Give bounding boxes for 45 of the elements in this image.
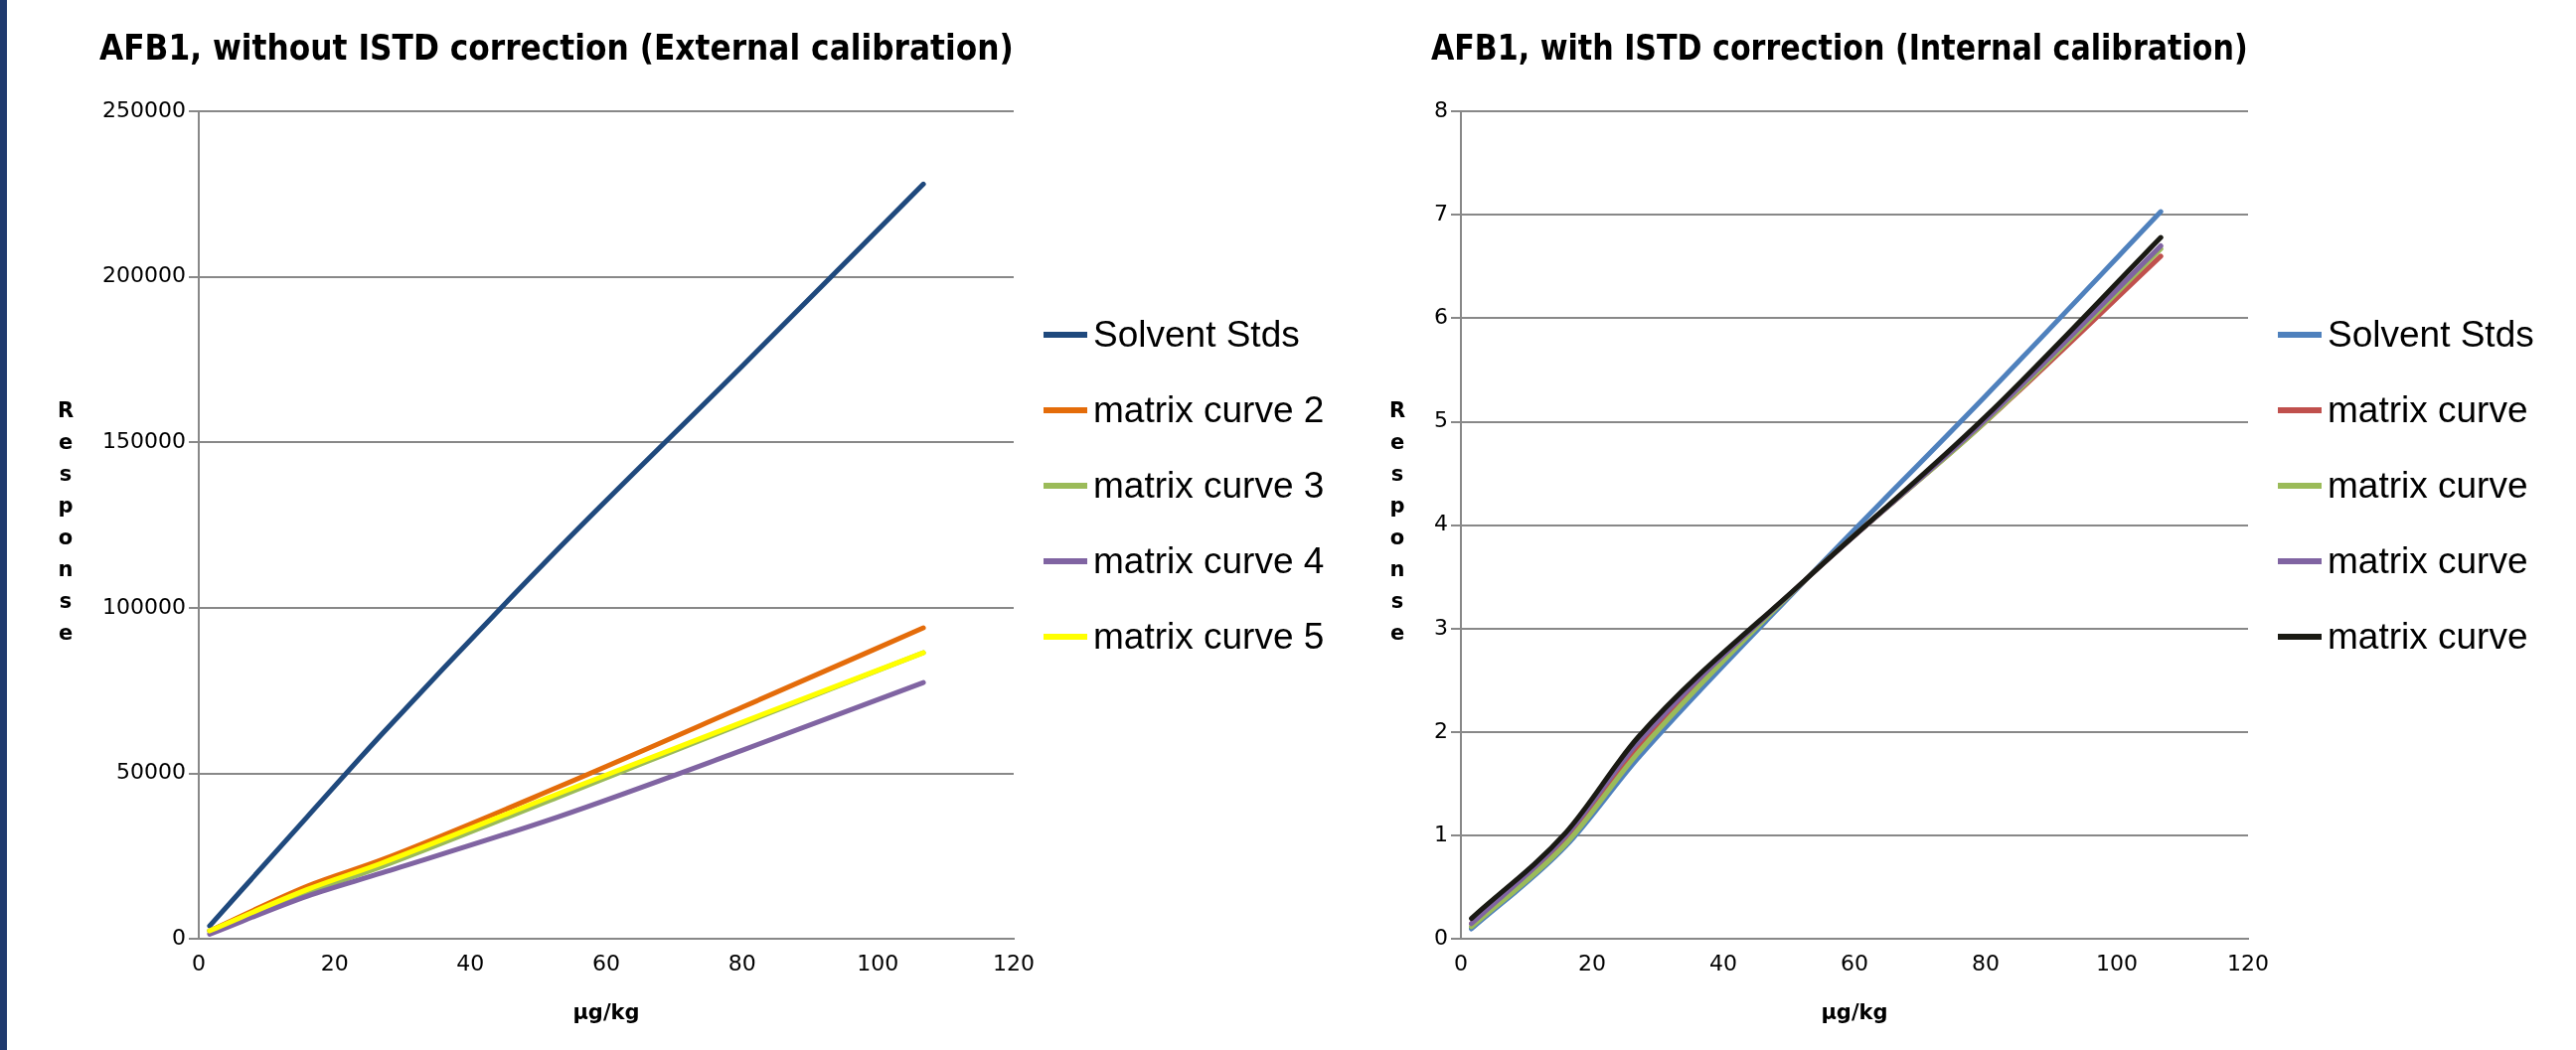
- x-tick-label: 120: [993, 951, 1035, 976]
- x-tick-label: 80: [1972, 951, 2000, 976]
- x-tick-label: 60: [1841, 951, 1868, 976]
- y-tick-label: 150000: [102, 428, 186, 454]
- x-axis-title: µg/kg: [572, 999, 640, 1024]
- legend-label: matrix curve: [2328, 464, 2528, 507]
- legend-label: matrix curve 3: [1093, 464, 1325, 507]
- y-tick-label: 200000: [102, 262, 186, 288]
- chart-title: AFB1, without ISTD correction (External calibration): [99, 27, 1014, 69]
- x-tick-label: 100: [857, 951, 899, 976]
- y-axis-title: Response: [1385, 397, 1409, 653]
- legend-label: matrix curve: [2328, 388, 2528, 431]
- x-tick-label: 40: [1709, 951, 1737, 976]
- legend-label: matrix curve 5: [1093, 615, 1325, 658]
- y-tick-label: 4: [1434, 511, 1448, 536]
- legend-label: matrix curve 4: [1093, 539, 1325, 582]
- y-tick-label: 50000: [115, 759, 186, 785]
- y-tick-label: 8: [1434, 96, 1448, 122]
- y-tick-label: 3: [1434, 614, 1448, 640]
- x-tick-label: 20: [1578, 951, 1606, 976]
- legend-label: Solvent Stds: [1093, 313, 1300, 356]
- y-tick-label: 0: [1434, 925, 1448, 951]
- chart-title: AFB1, with ISTD correction (Internal calibration): [1431, 27, 2248, 69]
- x-tick-label: 100: [2096, 951, 2138, 976]
- legend-label: matrix curve: [2328, 615, 2528, 658]
- x-axis-title: µg/kg: [1821, 999, 1888, 1024]
- x-tick-label: 20: [320, 951, 349, 976]
- x-tick-label: 0: [1454, 951, 1468, 976]
- y-tick-label: 100000: [102, 593, 186, 619]
- legend-label: matrix curve 2: [1093, 388, 1325, 431]
- y-tick-label: 7: [1434, 200, 1448, 225]
- y-tick-label: 0: [171, 925, 186, 951]
- x-tick-label: 80: [727, 951, 756, 976]
- x-tick-label: 60: [591, 951, 620, 976]
- x-tick-label: 120: [2227, 951, 2269, 976]
- y-tick-label: 5: [1434, 407, 1448, 433]
- y-axis-title: Response: [54, 397, 78, 653]
- y-tick-label: 2: [1434, 717, 1448, 743]
- y-tick-label: 6: [1434, 304, 1448, 330]
- y-tick-label: 250000: [102, 96, 186, 122]
- x-tick-label: 40: [456, 951, 485, 976]
- legend-label: Solvent Stds: [2328, 313, 2534, 356]
- legend-label: matrix curve: [2328, 539, 2528, 582]
- y-tick-label: 1: [1434, 821, 1448, 846]
- x-tick-label: 0: [191, 951, 206, 976]
